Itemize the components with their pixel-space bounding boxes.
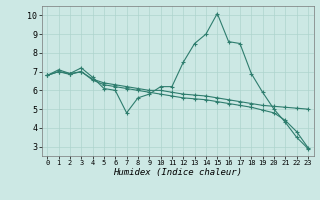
X-axis label: Humidex (Indice chaleur): Humidex (Indice chaleur) (113, 168, 242, 177)
